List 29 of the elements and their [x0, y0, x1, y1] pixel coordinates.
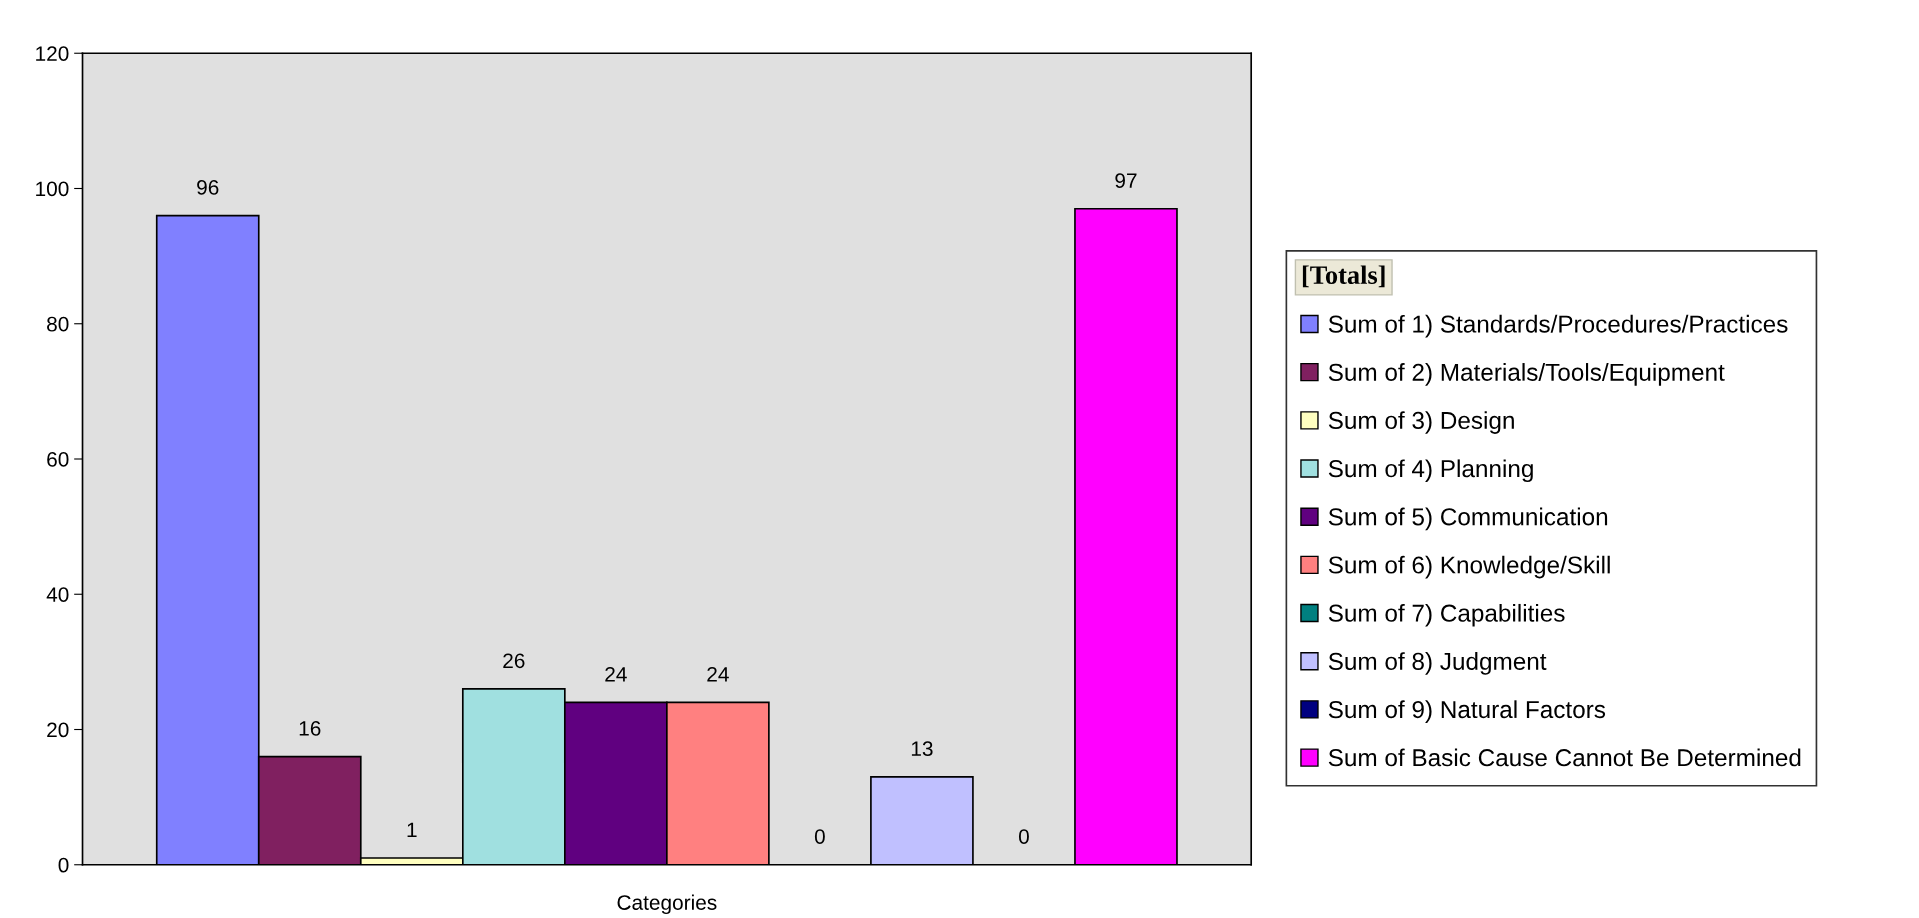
y-tick-label: 60 [47, 452, 69, 467]
y-tick-label: 40 [46, 587, 69, 603]
legend-label: Sum of 3) Design [1328, 411, 1514, 434]
y-tick-label: 120 [36, 46, 69, 61]
legend-label: Sum of 6) Knowledge/Skill [1328, 555, 1610, 579]
data-label: 96 [197, 180, 219, 195]
legend-label: Sum of 2) Materials/Tools/Equipment [1328, 363, 1725, 386]
legend-label: Sum of Basic Cause Cannot Be Determined [1328, 748, 1801, 767]
legend-label: Sum of 4) Planning [1328, 459, 1533, 483]
data-label: 97 [1115, 173, 1137, 188]
legend-label: Sum of 8) Judgment [1328, 652, 1547, 675]
y-tick-label: 0 [58, 857, 69, 873]
y-tick-label: 80 [47, 316, 69, 332]
y-tick-label: 100 [36, 181, 69, 197]
data-label: 13 [911, 741, 933, 757]
data-label: 24 [605, 666, 627, 682]
legend-label: Sum of 5) Communication [1328, 507, 1608, 531]
x-axis-title: Categories [617, 894, 717, 915]
data-label: 0 [814, 829, 825, 844]
legend-label: Sum of 7) Capabilities [1328, 603, 1565, 627]
y-tick-label: 20 [47, 722, 69, 738]
legend-label: Sum of 1) Standards/Procedures/Practices [1328, 314, 1788, 338]
data-label: 26 [503, 653, 525, 669]
data-label: 0 [1018, 829, 1029, 844]
data-label: 1 [407, 822, 417, 837]
data-label: 24 [707, 666, 729, 682]
legend-label: Sum of 9) Natural Factors [1328, 700, 1606, 723]
legend-title: [Totals] [1302, 265, 1385, 288]
data-label: 16 [299, 721, 321, 736]
